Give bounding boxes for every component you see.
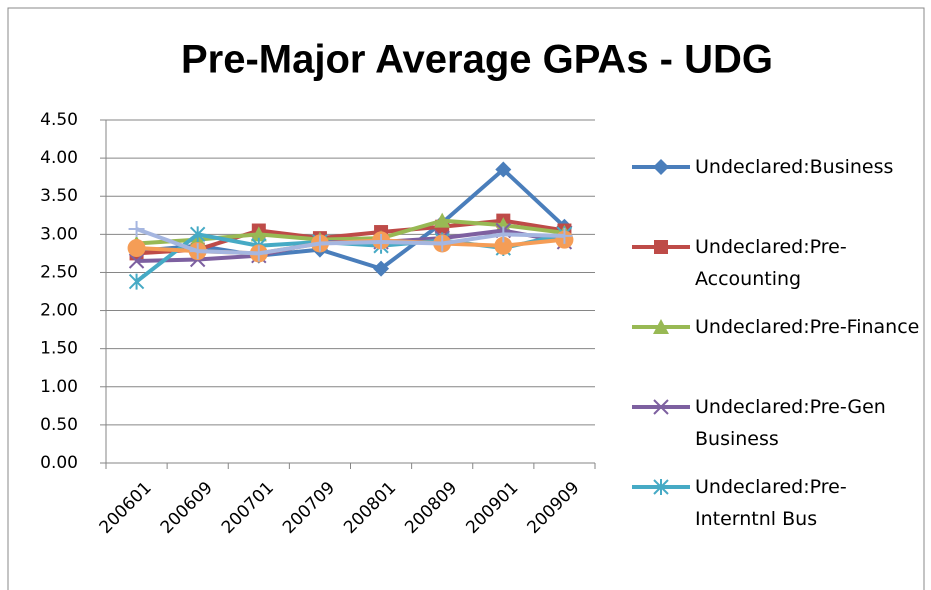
x-tick-label: 200701 bbox=[218, 478, 278, 538]
y-tick-label: 2.00 bbox=[40, 301, 78, 321]
point-marker bbox=[434, 212, 451, 228]
x-tick-label: 200801 bbox=[340, 478, 400, 538]
point-marker bbox=[495, 217, 512, 233]
legend-label: Undeclared:Pre-Accounting bbox=[695, 236, 847, 290]
y-tick-label: 2.50 bbox=[40, 262, 78, 282]
point-marker bbox=[250, 245, 267, 262]
chart-border bbox=[7, 7, 925, 590]
y-tick-label: 1.50 bbox=[40, 339, 78, 359]
legend-marker bbox=[654, 240, 668, 254]
y-tick-label: 3.00 bbox=[40, 224, 78, 244]
x-tick-label: 200601 bbox=[96, 478, 156, 538]
legend-marker bbox=[653, 399, 669, 415]
x-tick-label: 200609 bbox=[157, 478, 217, 538]
point-marker bbox=[495, 226, 512, 243]
point-marker bbox=[311, 235, 328, 252]
point-marker bbox=[189, 226, 206, 243]
chart-title: Pre-Major Average GPAs - UDG bbox=[181, 38, 773, 82]
point-marker bbox=[189, 243, 206, 260]
series-line bbox=[136, 218, 565, 246]
legend-label: Undeclared:Business bbox=[695, 156, 894, 178]
x-tick-label: 200709 bbox=[279, 478, 339, 538]
x-tick-label: 200909 bbox=[523, 478, 583, 538]
series-line bbox=[135, 227, 565, 256]
legend-marker bbox=[653, 159, 669, 175]
legend-marker bbox=[653, 319, 669, 334]
x-tick-label: 200809 bbox=[401, 478, 461, 538]
y-tick-label: 4.50 bbox=[40, 110, 78, 130]
legend-label: Undeclared:Pre-Gen Business bbox=[695, 396, 886, 450]
point-marker bbox=[128, 220, 145, 237]
point-marker bbox=[494, 236, 513, 255]
point-marker bbox=[495, 161, 512, 178]
point-marker bbox=[373, 233, 390, 250]
y-tick-label: 4.00 bbox=[40, 148, 78, 168]
point-marker bbox=[127, 239, 146, 258]
y-tick-label: 0.50 bbox=[40, 415, 78, 435]
legend-marker bbox=[653, 479, 669, 495]
x-tick-label: 200901 bbox=[462, 478, 522, 538]
legend-label: Undeclared:Pre-Interntnl Bus bbox=[695, 476, 847, 530]
y-tick-label: 0.00 bbox=[40, 453, 78, 473]
y-tick-label: 3.50 bbox=[40, 186, 78, 206]
point-marker bbox=[128, 253, 145, 269]
point-marker bbox=[556, 227, 573, 244]
y-tick-label: 1.00 bbox=[40, 377, 78, 397]
legend-label: Undeclared:Pre-Finance bbox=[695, 316, 920, 338]
point-marker bbox=[128, 273, 145, 290]
point-marker bbox=[250, 226, 267, 242]
point-marker bbox=[434, 235, 451, 252]
series-line bbox=[136, 218, 565, 256]
point-marker bbox=[373, 260, 390, 277]
